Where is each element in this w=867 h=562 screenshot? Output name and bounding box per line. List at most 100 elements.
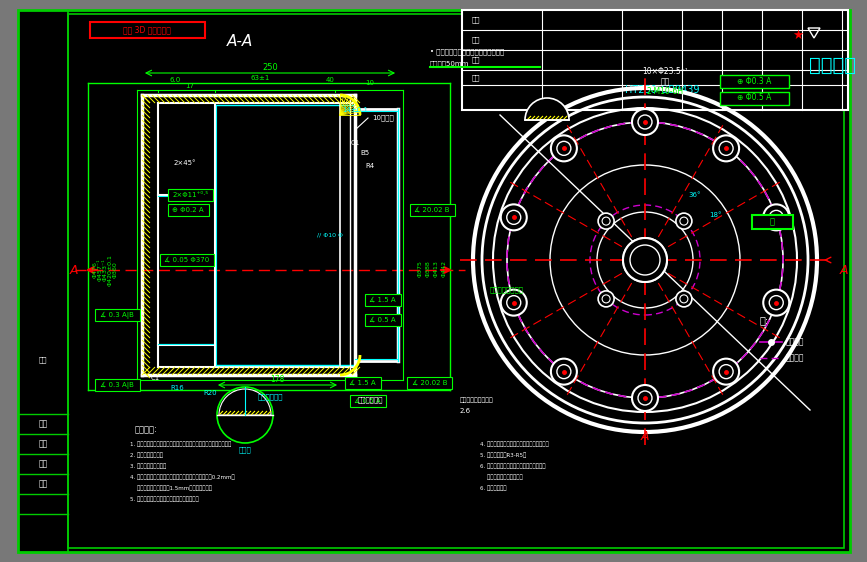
Text: 量测壁厚度少不大于: 量测壁厚度少不大于 — [460, 397, 493, 403]
Text: 毛坏面: 毛坏面 — [238, 447, 251, 454]
Circle shape — [714, 359, 739, 384]
Text: 描记: 描记 — [472, 17, 480, 23]
Bar — [68, 14, 844, 548]
Text: 63±1: 63±1 — [251, 75, 270, 81]
Circle shape — [557, 365, 570, 379]
Text: 2×45°: 2×45° — [173, 160, 196, 166]
Text: ⊕ Φ0.5 A: ⊕ Φ0.5 A — [737, 93, 771, 102]
FancyBboxPatch shape — [167, 203, 208, 215]
Text: ⊕ Φ0.2 A: ⊕ Φ0.2 A — [173, 207, 204, 213]
Text: 40: 40 — [326, 77, 335, 83]
Text: 6. 热处理要求。: 6. 热处理要求。 — [480, 485, 506, 491]
Text: 6. 铸造后应进行探伤检查，不允许有裂纹，: 6. 铸造后应进行探伤检查，不允许有裂纹， — [480, 463, 545, 469]
Circle shape — [598, 291, 614, 307]
Circle shape — [719, 365, 733, 379]
Text: HT250-GB9439: HT250-GB9439 — [625, 85, 700, 95]
Text: ∡ 1.5 A: ∡ 1.5 A — [349, 380, 376, 386]
Text: 10螺纹孔: 10螺纹孔 — [372, 115, 394, 121]
Text: ∡ 1.5 A: ∡ 1.5 A — [369, 297, 396, 303]
Circle shape — [632, 109, 658, 135]
Circle shape — [763, 289, 789, 316]
Text: 5. 未注水卖圆角R3-R5。: 5. 未注水卖圆角R3-R5。 — [480, 452, 526, 458]
Text: ∡ 20.02 B: ∡ 20.02 B — [414, 207, 450, 213]
Text: 草定样柱: 草定样柱 — [786, 353, 805, 362]
Text: 17: 17 — [186, 83, 194, 89]
Text: A: A — [840, 264, 849, 277]
Circle shape — [506, 210, 521, 224]
Text: ★: ★ — [792, 29, 804, 42]
Text: 4. 铸件表面应进行抛丸处理，铸件加工面毛刺不得超过0.2mm，: 4. 铸件表面应进行抛丸处理，铸件加工面毛刺不得超过0.2mm， — [130, 474, 235, 480]
Circle shape — [680, 295, 688, 303]
Text: ⊕ Φ0.3 A: ⊕ Φ0.3 A — [737, 76, 771, 85]
Circle shape — [638, 115, 652, 129]
FancyBboxPatch shape — [752, 215, 792, 229]
Text: 使用: 使用 — [472, 37, 480, 43]
Text: 允许样柱: 允许样柱 — [786, 338, 805, 347]
Circle shape — [557, 142, 570, 155]
Text: R20: R20 — [203, 390, 217, 396]
Circle shape — [630, 245, 660, 275]
Circle shape — [602, 217, 610, 225]
Text: 允许加工保证: 允许加工保证 — [257, 394, 283, 400]
Text: C1: C1 — [150, 375, 160, 381]
Text: 内部 3D 数控图纸库: 内部 3D 数控图纸库 — [123, 25, 171, 34]
Text: 1. 铸件应符合相关标准，表面不得有影响性能的气孔、缩孔等缺陷。: 1. 铸件应符合相关标准，表面不得有影响性能的气孔、缩孔等缺陷。 — [130, 441, 231, 447]
Text: R4: R4 — [365, 163, 375, 169]
Text: A: A — [69, 264, 78, 277]
Text: 审查: 审查 — [38, 460, 48, 469]
Circle shape — [769, 296, 783, 310]
Text: 3. 工作面不允许补焊。: 3. 工作面不允许补焊。 — [130, 463, 166, 469]
Text: 2×Φ11⁺⁰·⁵: 2×Φ11⁺⁰·⁵ — [173, 192, 208, 198]
Text: • 铸造和冷却，由产线设备及厂家保证: • 铸造和冷却，由产线设备及厂家保证 — [430, 49, 505, 55]
Text: Φ388: Φ388 — [426, 260, 431, 277]
Text: 5. 铸造后应进行人工时效处理，消除内应力。: 5. 铸造后应进行人工时效处理，消除内应力。 — [130, 496, 199, 502]
FancyBboxPatch shape — [409, 203, 455, 215]
Text: 非加工面毛刺不得超过1.5mm，并清除干净。: 非加工面毛刺不得超过1.5mm，并清除干净。 — [130, 485, 212, 491]
Circle shape — [769, 210, 783, 224]
Text: 36°: 36° — [688, 192, 701, 198]
Circle shape — [638, 391, 652, 405]
Text: Φ433⁻¹: Φ433⁻¹ — [103, 259, 108, 282]
Text: 批准: 批准 — [38, 479, 48, 488]
FancyBboxPatch shape — [160, 253, 214, 265]
FancyBboxPatch shape — [407, 377, 452, 388]
Circle shape — [598, 213, 614, 229]
Circle shape — [763, 205, 789, 230]
Circle shape — [551, 359, 577, 384]
Text: R16: R16 — [170, 385, 184, 391]
Text: 2. 铸件不得有裂纹。: 2. 铸件不得有裂纹。 — [130, 452, 163, 458]
FancyBboxPatch shape — [364, 314, 401, 325]
Text: 10×Φ23.5⁺¹: 10×Φ23.5⁺¹ — [642, 67, 688, 76]
Circle shape — [676, 291, 692, 307]
Text: 注:: 注: — [760, 315, 769, 325]
Text: 注: 注 — [770, 217, 774, 226]
FancyBboxPatch shape — [349, 395, 386, 406]
Text: ∡ 0.05 Φ370: ∡ 0.05 Φ370 — [164, 257, 209, 263]
Text: Φ375: Φ375 — [418, 260, 422, 277]
Text: 10: 10 — [366, 80, 375, 86]
Circle shape — [602, 295, 610, 303]
Text: 描图: 描图 — [38, 419, 48, 428]
Text: // Φ10 Φ: // Φ10 Φ — [317, 233, 343, 238]
Wedge shape — [525, 98, 569, 120]
FancyBboxPatch shape — [720, 92, 788, 105]
Text: 前制动鼓: 前制动鼓 — [809, 56, 856, 75]
Text: 均布: 均布 — [661, 78, 669, 87]
FancyBboxPatch shape — [364, 293, 401, 306]
Text: 平移尺寸50mm: 平移尺寸50mm — [430, 61, 469, 67]
Circle shape — [714, 135, 739, 161]
Text: 2.6: 2.6 — [460, 408, 471, 414]
Circle shape — [506, 296, 521, 310]
Text: Φ442: Φ442 — [441, 260, 447, 277]
Circle shape — [632, 385, 658, 411]
FancyBboxPatch shape — [344, 377, 381, 388]
Text: 制造: 制造 — [472, 57, 480, 64]
Text: ∡ 0.3 A|B: ∡ 0.3 A|B — [101, 311, 134, 319]
Text: ∡ 0.3 A|B: ∡ 0.3 A|B — [101, 382, 134, 388]
Wedge shape — [219, 389, 271, 415]
Text: ∡ 20.02 B: ∡ 20.02 B — [412, 380, 447, 386]
FancyBboxPatch shape — [167, 188, 213, 201]
Text: 178: 178 — [270, 374, 284, 383]
Text: ∡ 0.5 A: ∡ 0.5 A — [355, 398, 381, 404]
Text: 气孔、缩孔等铸造缺陷。: 气孔、缩孔等铸造缺陷。 — [480, 474, 523, 480]
